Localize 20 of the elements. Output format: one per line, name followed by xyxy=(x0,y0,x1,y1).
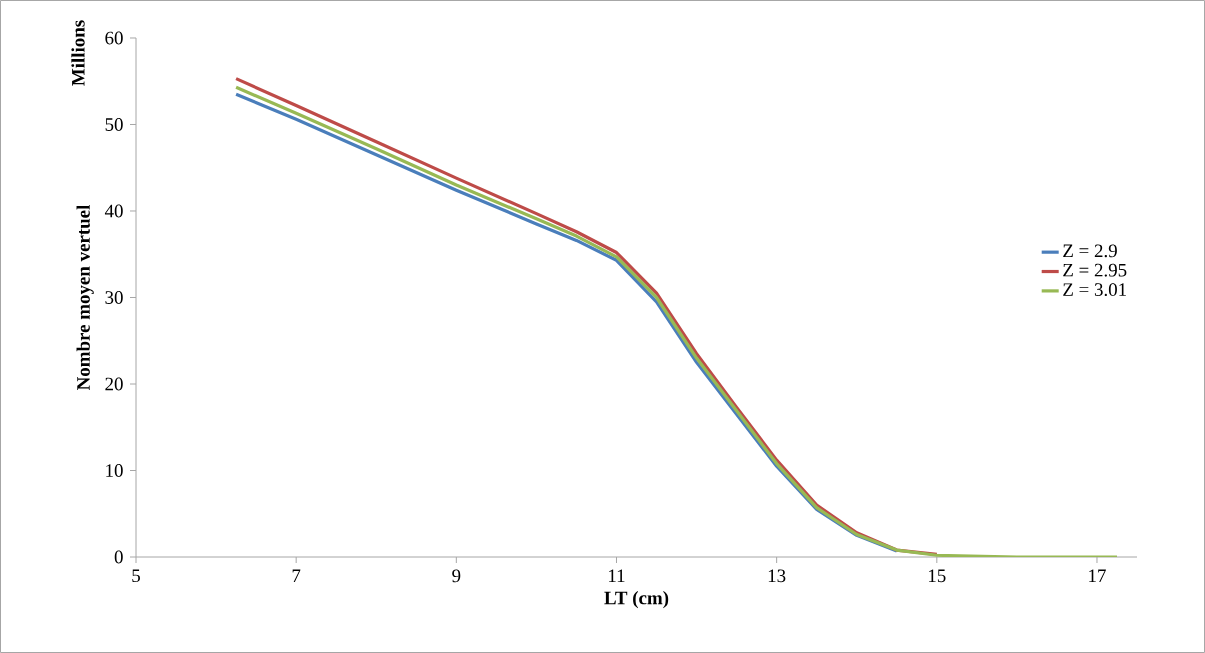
x-tick-label: 15 xyxy=(929,569,946,583)
x-tick-label: 17 xyxy=(1089,569,1106,583)
y-tick-label: 40 xyxy=(104,204,123,218)
x-tick-label: 9 xyxy=(452,569,461,583)
y-tick-label: 0 xyxy=(114,550,123,564)
legend-label: Z = 3.01 xyxy=(1063,283,1126,297)
legend-label: Z = 2.9 xyxy=(1063,244,1117,258)
x-axis-title: LT (cm) xyxy=(604,591,669,609)
legend-label: Z = 2.95 xyxy=(1063,263,1127,277)
x-tick-label: 5 xyxy=(132,569,140,583)
y-tick-label: 50 xyxy=(105,118,123,131)
x-tick-label: 7 xyxy=(292,569,301,582)
y-axis-title: Nombre moyen vertuel xyxy=(76,204,94,391)
y-tick-label: 20 xyxy=(105,377,123,391)
x-tick-label: 11 xyxy=(609,569,625,583)
y-tick-label: 60 xyxy=(105,31,123,45)
y-tick-label: 10 xyxy=(106,464,123,477)
text: Millions xyxy=(71,20,85,86)
x-tick-label: 13 xyxy=(768,569,786,583)
y-tick-label: 30 xyxy=(105,291,123,304)
